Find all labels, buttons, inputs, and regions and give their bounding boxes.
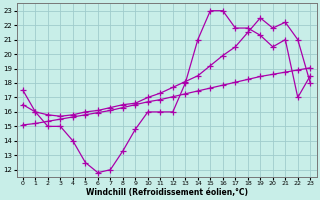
X-axis label: Windchill (Refroidissement éolien,°C): Windchill (Refroidissement éolien,°C): [85, 188, 248, 197]
